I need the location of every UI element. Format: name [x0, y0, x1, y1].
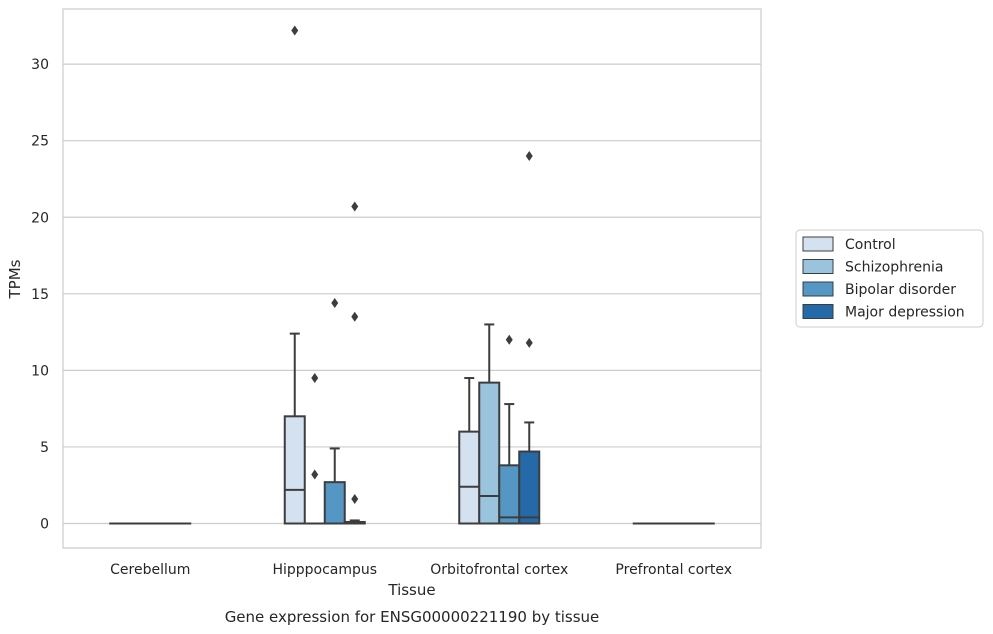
outlier-point: [291, 25, 299, 36]
outlier-point: [525, 151, 533, 161]
box-group: [458, 377, 481, 525]
box-body: [458, 430, 481, 525]
legend-label: Schizophrenia: [845, 260, 943, 276]
y-tick-label: 25: [31, 134, 49, 150]
y-axis-label: TPMs: [6, 259, 24, 299]
box-group: [283, 25, 306, 525]
legend-frame: [795, 229, 984, 328]
y-tick-label: 0: [40, 517, 49, 533]
outlier-point: [351, 201, 359, 212]
legend-swatch: [802, 236, 834, 252]
outlier-point: [351, 311, 359, 322]
box-group: [518, 151, 541, 525]
y-tick-labels: 0 5 10 15 20 25 30: [31, 57, 49, 532]
x-tick-label: Cerebellum: [110, 562, 190, 578]
box-body: [478, 381, 501, 525]
legend-items: Control Schizophrenia Bipolar disorder Majo…: [802, 236, 965, 321]
legend: Control Schizophrenia Bipolar disorder Majo…: [795, 229, 984, 328]
outlier-point: [311, 469, 319, 480]
legend-label: Bipolar disorder: [845, 282, 956, 298]
box-group: [478, 323, 501, 525]
y-tick-label: 5: [40, 440, 49, 456]
y-tick-label: 30: [31, 57, 49, 73]
box-body: [498, 464, 521, 525]
x-tick-label: Hipppocampus: [272, 562, 377, 578]
x-tick-label: Prefrontal cortex: [615, 562, 732, 578]
outlier-point: [311, 373, 319, 384]
y-tick-label: 10: [31, 363, 49, 379]
y-tick-label: 20: [31, 210, 49, 226]
y-tick-label: 15: [31, 287, 49, 303]
box-group: [303, 373, 326, 525]
legend-label: Control: [845, 237, 896, 253]
box-body: [518, 450, 541, 525]
outlier-point: [525, 337, 533, 348]
chart-caption: Gene expression for ENSG00000221190 by t…: [225, 608, 600, 626]
legend-swatch: [802, 281, 834, 297]
x-axis-label: Tissue: [387, 581, 435, 599]
box-body: [283, 415, 306, 525]
boxes-layer: [109, 25, 715, 525]
box-body: [323, 481, 346, 525]
legend-label: Major depression: [845, 305, 965, 321]
legend-swatch: [802, 259, 834, 274]
box-group: [323, 298, 346, 525]
x-tick-labels: Cerebellum Hipppocampus Orbitofrontal cort…: [110, 562, 732, 578]
grid-layer: [63, 63, 761, 525]
outlier-point: [351, 494, 359, 504]
outlier-point: [505, 334, 513, 345]
x-tick-label: Orbitofrontal cortex: [430, 562, 568, 578]
legend-swatch: [802, 304, 834, 319]
box-group: [343, 201, 366, 525]
outlier-point: [331, 298, 339, 308]
plot-frame: [62, 8, 762, 549]
box-group: [498, 334, 521, 525]
